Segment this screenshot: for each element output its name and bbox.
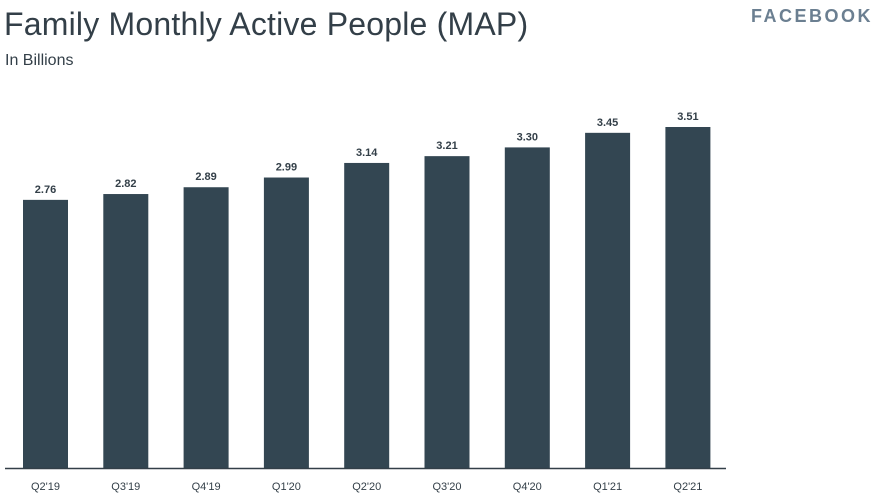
- x-tick-label: Q1'20: [272, 481, 301, 493]
- x-tick-label: Q2'21: [673, 481, 702, 493]
- x-tick-label: Q3'20: [432, 481, 461, 493]
- x-tick-label: Q4'20: [513, 481, 542, 493]
- chart-subtitle: In Billions: [5, 52, 74, 69]
- bar: [103, 194, 149, 469]
- bar: [665, 127, 711, 468]
- x-tick-label: Q2'20: [352, 481, 381, 493]
- bar: [23, 199, 68, 468]
- x-tick-label: Q2'19: [31, 481, 60, 493]
- data-label: 3.14: [356, 147, 378, 159]
- data-label: 2.82: [115, 178, 136, 190]
- facebook-logo: FACEBOOK: [750, 6, 873, 26]
- x-tick-label: Q3'19: [111, 481, 140, 493]
- bar: [183, 187, 229, 468]
- data-label: 3.51: [677, 111, 698, 123]
- data-label: 2.89: [195, 171, 216, 183]
- bar: [424, 156, 470, 468]
- bar: [585, 132, 631, 469]
- data-label: 2.76: [35, 184, 56, 196]
- bar: [344, 162, 390, 468]
- x-tick-label: Q1'21: [593, 481, 622, 493]
- data-label: 3.45: [597, 117, 618, 129]
- x-tick-label: Q4'19: [192, 481, 221, 493]
- chart-title: Family Monthly Active People (MAP): [4, 6, 529, 42]
- bar: [504, 147, 550, 468]
- data-label: 3.21: [436, 140, 457, 152]
- bar: [263, 177, 309, 468]
- data-label: 3.30: [517, 131, 538, 143]
- data-label: 2.99: [276, 162, 297, 174]
